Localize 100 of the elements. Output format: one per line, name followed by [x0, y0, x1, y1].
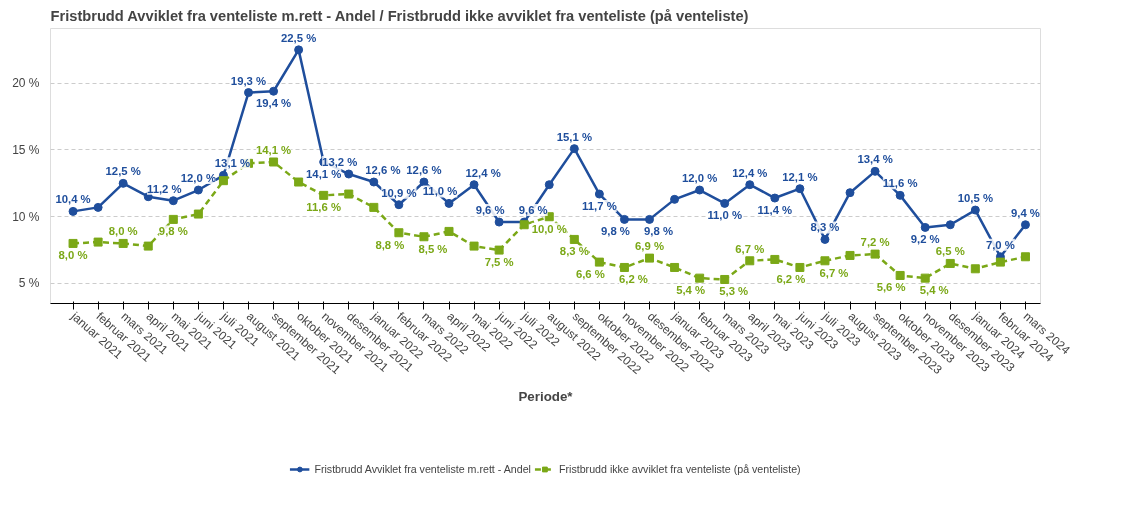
point	[369, 177, 379, 187]
point	[870, 249, 880, 259]
point	[945, 220, 955, 230]
point	[695, 273, 705, 283]
point	[319, 190, 329, 200]
point	[193, 185, 203, 195]
point	[269, 86, 279, 96]
data-label: 5,4 %	[676, 284, 706, 297]
data-label: 14,1 %	[255, 144, 292, 156]
data-label: 6,9 %	[635, 240, 664, 253]
point	[594, 189, 604, 199]
data-label: 10,5 %	[957, 192, 993, 205]
point	[920, 222, 930, 232]
data-label: 11,6 %	[882, 177, 918, 190]
y-tick-label: 10 %	[12, 209, 40, 224]
point	[469, 180, 479, 190]
point	[995, 257, 1005, 267]
data-label: 8,8 %	[375, 238, 405, 251]
data-label: 19,3 %	[230, 74, 267, 87]
data-label: 9,6 %	[475, 204, 505, 217]
point	[168, 196, 178, 206]
point	[895, 270, 905, 280]
data-label: 12,6 %	[406, 164, 442, 177]
data-label: 6,5 %	[935, 245, 965, 258]
point	[870, 166, 880, 176]
point	[344, 189, 354, 199]
point	[369, 202, 379, 212]
point	[920, 273, 930, 283]
data-label: 8,3 %	[810, 221, 840, 234]
point	[970, 264, 980, 274]
point	[645, 253, 655, 263]
point	[419, 177, 429, 187]
data-label: 11,0 %	[707, 209, 743, 222]
data-label: 6,6 %	[575, 268, 605, 281]
data-label: 8,3 %	[559, 245, 589, 258]
data-label: 11,4 %	[757, 204, 793, 217]
data-label: 7,2 %	[860, 236, 890, 249]
point	[795, 184, 805, 194]
point	[619, 262, 629, 272]
data-label: 12,4 %	[465, 166, 501, 179]
data-label: 12,1 %	[782, 170, 818, 183]
data-label: 9,8 %	[158, 225, 188, 238]
point	[670, 262, 680, 272]
data-label: 9,6 %	[518, 204, 548, 217]
point	[93, 237, 103, 247]
data-label: 10,4 %	[55, 193, 91, 206]
data-label: 8,0 %	[58, 249, 88, 262]
point	[294, 45, 304, 55]
point	[494, 217, 504, 227]
point	[244, 88, 253, 98]
point	[820, 256, 830, 266]
point	[444, 226, 454, 236]
data-label: 11,6 %	[306, 201, 342, 214]
point	[945, 258, 955, 268]
point	[544, 180, 554, 190]
point	[143, 241, 153, 251]
point	[118, 178, 128, 188]
data-label: 22,5 %	[280, 31, 317, 44]
point	[845, 250, 855, 260]
data-label: 5,4 %	[919, 284, 949, 297]
point	[419, 232, 429, 242]
point	[1020, 220, 1030, 230]
point	[469, 241, 479, 251]
point	[569, 234, 579, 244]
data-label: 6,2 %	[776, 273, 806, 286]
point	[93, 202, 103, 212]
data-label: 6,7 %	[819, 266, 849, 279]
y-tick-label: 15 %	[12, 142, 40, 157]
point	[670, 194, 680, 204]
point	[344, 169, 354, 179]
y-tick-label: 20 %	[12, 76, 40, 91]
point	[720, 274, 730, 284]
point	[394, 200, 404, 210]
data-label: 9,8 %	[644, 225, 673, 238]
x-axis-title: Periode*	[518, 389, 574, 405]
data-label: 7,0 %	[985, 238, 1015, 251]
point	[745, 256, 755, 266]
data-label: 19,4 %	[255, 97, 292, 110]
data-label: 12,6 %	[365, 164, 401, 177]
point	[168, 214, 178, 224]
data-label: 12,0 %	[180, 172, 217, 185]
data-label: 14,1 %	[306, 168, 342, 180]
data-label: 12,0 %	[682, 172, 718, 185]
point	[68, 238, 78, 248]
point	[820, 234, 830, 244]
data-label: 12,4 %	[732, 166, 768, 179]
point	[695, 185, 705, 195]
point	[619, 214, 629, 224]
point	[594, 257, 604, 267]
point	[1020, 252, 1030, 262]
data-label: 8,5 %	[418, 242, 448, 255]
point	[970, 205, 980, 215]
point	[118, 238, 128, 248]
point	[193, 209, 203, 219]
point	[795, 262, 805, 272]
point	[494, 245, 504, 255]
data-label: 5,6 %	[876, 281, 906, 294]
data-label: 9,4 %	[1010, 206, 1040, 219]
data-label: 8,0 %	[108, 225, 138, 238]
point	[569, 144, 579, 154]
